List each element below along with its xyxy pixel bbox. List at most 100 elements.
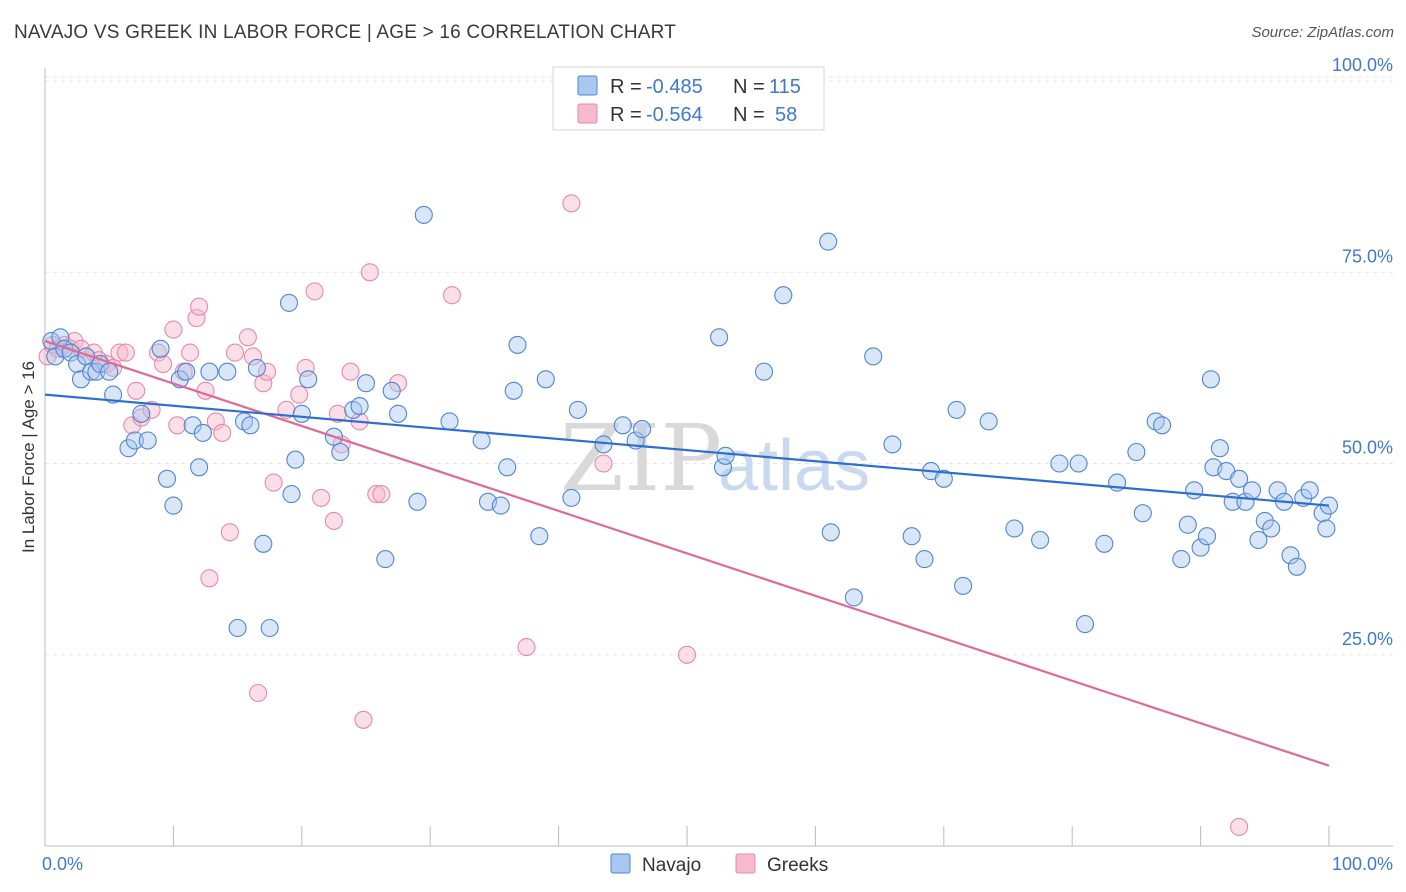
navajo-point-73 [902,527,921,546]
greeks-point-52 [389,374,408,393]
navajo-point-76 [934,469,953,488]
navajo-point-21 [177,362,196,381]
chart-title: NAVAJO VS GREEK IN LABOR FORCE | AGE > 1… [14,22,677,43]
navajo-point-33 [279,293,299,312]
navajo-r-value: -0.485 [646,76,703,98]
navajo-point-6 [71,370,91,389]
navajo-point-26 [218,362,237,381]
navajo-points [42,205,1339,638]
navajo-point-55 [530,527,549,546]
navajo-point-92 [1178,515,1197,534]
x-ticks [44,826,1330,846]
watermark-atlas: atlas [718,426,870,506]
navajo-point-107 [1268,481,1287,500]
greeks-point-28 [206,412,225,431]
greeks-point-57 [677,645,697,664]
navajo-point-64 [713,458,733,477]
greeks-point-31 [225,343,245,362]
greeks-n-value: 58 [775,104,797,126]
navajo-point-69 [821,523,840,542]
navajo-trend-line [44,393,1330,507]
navajo-point-88 [1133,504,1152,523]
navajo-point-37 [299,370,318,389]
navajo-point-80 [1005,519,1024,538]
greeks-point-48 [354,710,373,729]
navajo-point-32 [260,618,279,638]
navajo-point-91 [1172,550,1191,569]
greeks-point-5 [65,332,84,351]
navajo-point-65 [716,446,735,465]
greeks-point-23 [181,343,200,362]
navajo-point-106 [1262,519,1281,538]
navajo-point-94 [1191,538,1210,557]
navajo-point-35 [286,450,305,469]
greeks-point-35 [254,374,273,393]
greeks-point-12 [110,343,129,362]
axes [44,68,1393,847]
navajo-n-label: N = [733,76,765,98]
navajo-point-36 [292,404,311,423]
greeks-r-label: R = [610,104,642,126]
greeks-point-42 [312,488,331,507]
x-tick-labels: 0.0% 100.0% [42,854,1393,874]
navajo-r-label: R = [610,76,642,98]
greeks-point-53 [442,286,462,305]
navajo-point-31 [254,534,273,553]
greeks-point-39 [290,385,309,404]
navajo-legend-swatch [577,75,598,96]
navajo-point-104 [1249,530,1268,550]
greeks-point-24 [187,309,206,328]
navajo-point-44 [382,381,401,400]
greeks-r-value: -0.564 [646,104,703,126]
navajo-point-17 [151,339,170,358]
greeks-points [38,194,1249,836]
navajo-point-96 [1201,370,1220,389]
navajo-point-70 [844,588,863,607]
navajo-point-19 [164,496,183,515]
navajo-point-77 [947,400,966,419]
navajo-point-56 [536,370,555,389]
navajo-point-15 [132,404,151,423]
navajo-point-12 [104,385,123,404]
greeks-point-55 [562,194,581,213]
series-legend: Navajo Greeks [610,853,828,876]
x-tick-label-0: 0.0% [42,854,83,874]
navajo-point-101 [1230,469,1249,488]
navajo-point-27 [228,618,247,638]
source-credit: Source: ZipAtlas.com [1251,24,1394,41]
greeks-series-label: Greeks [767,855,828,876]
watermark-zip: ZIP [560,405,722,512]
greeks-point-36 [258,362,277,381]
greeks-point-44 [328,404,347,423]
navajo-point-67 [774,286,793,305]
navajo-point-66 [754,362,774,381]
navajo-point-114 [1317,519,1336,538]
greeks-series-swatch [735,853,756,874]
navajo-point-25 [200,362,219,381]
navajo-point-98 [1210,439,1229,458]
navajo-point-82 [1050,454,1069,473]
greeks-point-32 [238,328,257,347]
navajo-point-110 [1287,557,1306,576]
greeks-point-49 [360,263,379,282]
navajo-point-14 [125,431,144,450]
navajo-point-85 [1095,534,1114,553]
greeks-point-16 [132,408,151,427]
navajo-point-62 [633,420,652,439]
greeks-point-29 [213,423,232,442]
navajo-point-105 [1255,511,1274,530]
navajo-point-42 [356,374,376,393]
navajo-series-swatch [610,853,631,874]
greeks-point-13 [116,343,135,362]
navajo-point-22 [183,416,202,435]
navajo-point-87 [1127,442,1146,462]
navajo-point-51 [491,496,510,515]
navajo-point-72 [883,435,902,454]
trend-lines [44,340,1330,767]
navajo-point-84 [1075,615,1095,634]
greeks-trend-line [44,340,1330,767]
navajo-point-60 [613,416,632,435]
navajo-point-11 [100,362,119,381]
greeks-point-41 [305,282,324,301]
